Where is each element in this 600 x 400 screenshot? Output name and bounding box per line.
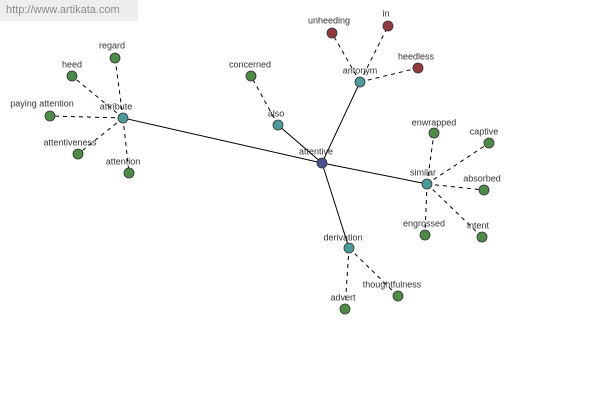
node-label: antonym	[343, 65, 378, 75]
node	[343, 242, 355, 254]
node-label: similar	[410, 167, 436, 177]
node-label: also	[268, 108, 285, 118]
node-label: thoughtfulness	[363, 279, 422, 289]
node	[272, 119, 284, 131]
edge-dashed	[359, 67, 419, 83]
node	[421, 178, 433, 190]
node	[66, 70, 78, 82]
node-label: captive	[470, 126, 499, 136]
node	[419, 229, 431, 241]
edge-dashed	[426, 183, 485, 191]
edge	[321, 81, 361, 164]
node-label: in	[382, 8, 389, 18]
edge-dashed	[424, 183, 428, 236]
edge-dashed	[331, 32, 361, 83]
edge	[321, 162, 350, 249]
edge	[122, 117, 323, 164]
edge-dashed	[344, 247, 350, 310]
node-label: advert	[330, 292, 356, 302]
node	[245, 70, 257, 82]
node-label: attention	[106, 156, 141, 166]
node-label: intent	[467, 220, 490, 230]
node	[44, 110, 56, 122]
node	[339, 303, 351, 315]
edge-dashed	[359, 25, 389, 83]
node	[354, 76, 366, 88]
node	[109, 52, 121, 64]
node	[483, 137, 495, 149]
edge-dashed	[49, 115, 124, 119]
node-label: heedless	[398, 51, 435, 61]
node-label: unheeding	[308, 15, 350, 25]
node	[412, 62, 424, 74]
node	[478, 184, 490, 196]
edge-dashed	[426, 132, 435, 185]
node	[72, 148, 84, 160]
node-label: attentive	[299, 146, 333, 156]
edge-dashed	[348, 247, 399, 297]
edge-dashed	[114, 57, 124, 119]
edge	[321, 162, 428, 185]
node-label: enwrapped	[412, 117, 457, 127]
node-label: engrossed	[403, 218, 445, 228]
node	[123, 167, 135, 179]
edge-dashed	[77, 117, 124, 155]
node	[382, 20, 394, 32]
node-label: attentiveness	[43, 137, 97, 147]
node-label: derivation	[323, 232, 362, 242]
node	[316, 157, 328, 169]
node-label: paying attention	[10, 98, 74, 108]
node-label: absorbed	[463, 173, 501, 183]
node	[326, 27, 338, 39]
node-label: heed	[62, 59, 82, 69]
node	[117, 112, 129, 124]
node-label: concerned	[229, 59, 271, 69]
edge-dashed	[250, 75, 279, 126]
site-url: http://www.artikata.com	[0, 0, 138, 21]
edge	[277, 124, 323, 164]
node	[428, 127, 440, 139]
edge-dashed	[71, 75, 124, 119]
node	[476, 231, 488, 243]
node-label: attribute	[100, 101, 133, 111]
node-label: regard	[99, 40, 125, 50]
edge-dashed	[122, 117, 130, 174]
node	[392, 290, 404, 302]
